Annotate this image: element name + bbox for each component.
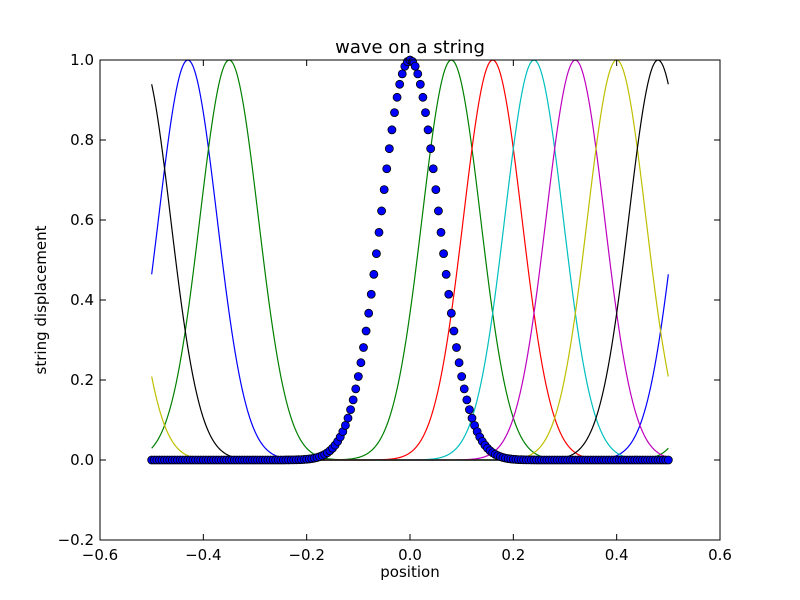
- wave-marker-point: [462, 395, 472, 405]
- wave-marker-point: [459, 384, 469, 394]
- wave-marker-point: [449, 326, 459, 336]
- wave-marker-point: [441, 269, 451, 279]
- wave-markers: [147, 55, 673, 465]
- y-axis-label: string displacement: [32, 225, 50, 374]
- wave-marker-point: [418, 92, 428, 102]
- wave-marker-point: [663, 455, 673, 465]
- wave-marker-point: [359, 343, 368, 352]
- wave-marker-point: [384, 144, 394, 154]
- wave-marker-point: [395, 79, 405, 89]
- wave-marker-point: [351, 384, 361, 394]
- axes-background: [100, 60, 720, 540]
- wave-marker-point: [353, 372, 363, 381]
- wave-marker-point: [341, 420, 350, 430]
- wave-marker-point: [439, 249, 448, 259]
- wave-marker-point: [421, 108, 430, 117]
- x-tick-label: 0.2: [501, 546, 525, 564]
- wave-marker-point: [431, 185, 441, 195]
- wave-marker-point: [387, 125, 397, 135]
- x-tick-label: 0.0: [398, 546, 422, 564]
- wave-marker-point: [356, 358, 366, 368]
- y-tick-label: 0.4: [70, 291, 94, 309]
- wave-marker-point: [379, 185, 389, 195]
- tick-labels: −0.6 −0.4 −0.2 0.0 0.2 0.4 0.6 −0.2 0.0 0.2 0.4 0.6…: [58, 51, 732, 564]
- wave-marker-point: [436, 227, 446, 237]
- x-axis-label: position: [380, 563, 439, 581]
- wave-marker-point: [382, 164, 392, 174]
- y-tick-label: 0.8: [70, 131, 94, 149]
- wave-marker-point: [348, 395, 358, 405]
- wave-marker-point: [343, 413, 353, 423]
- y-tick-label: −0.2: [58, 531, 94, 549]
- wave-marker-point: [366, 289, 376, 299]
- wave-marker-point: [426, 144, 436, 154]
- wave-marker-point: [423, 125, 433, 135]
- wave-marker-point: [457, 372, 467, 381]
- x-tick-label: 0.4: [605, 546, 629, 564]
- wave-marker-point: [392, 92, 402, 102]
- tick-marks: [99, 59, 721, 541]
- plot-area: [99, 55, 721, 541]
- wave-marker-point: [390, 108, 399, 117]
- wave-marker-point: [413, 69, 423, 79]
- wave-marker-point: [415, 79, 425, 89]
- wave-marker-point: [397, 69, 407, 79]
- wave-marker-point: [452, 343, 461, 352]
- wave-marker-point: [410, 61, 420, 71]
- x-tick-label: −0.2: [288, 546, 324, 564]
- y-tick-label: 0.0: [70, 451, 94, 469]
- x-tick-label: −0.4: [185, 546, 221, 564]
- wave-marker-point: [361, 326, 371, 336]
- wave-marker-point: [434, 206, 443, 216]
- wave-marker-point: [465, 405, 474, 415]
- x-tick-label: 0.6: [708, 546, 732, 564]
- wave-marker-point: [446, 308, 456, 318]
- y-tick-label: 0.2: [70, 371, 94, 389]
- wave-marker-point: [369, 269, 379, 279]
- wave-marker-point: [428, 164, 438, 174]
- wave-marker-point: [377, 206, 386, 216]
- wave-marker-point: [374, 227, 384, 237]
- x-tick-label: −0.6: [82, 546, 118, 564]
- wave-marker-point: [444, 289, 454, 299]
- wave-marker-point: [372, 249, 381, 259]
- wave-marker-point: [364, 308, 374, 318]
- wave-marker-point: [346, 405, 355, 415]
- y-tick-label: 0.6: [70, 211, 94, 229]
- y-tick-label: 1.0: [70, 51, 94, 69]
- wave-marker-point: [454, 358, 464, 368]
- chart-title: wave on a string: [335, 37, 485, 58]
- wave-marker-point: [467, 413, 477, 423]
